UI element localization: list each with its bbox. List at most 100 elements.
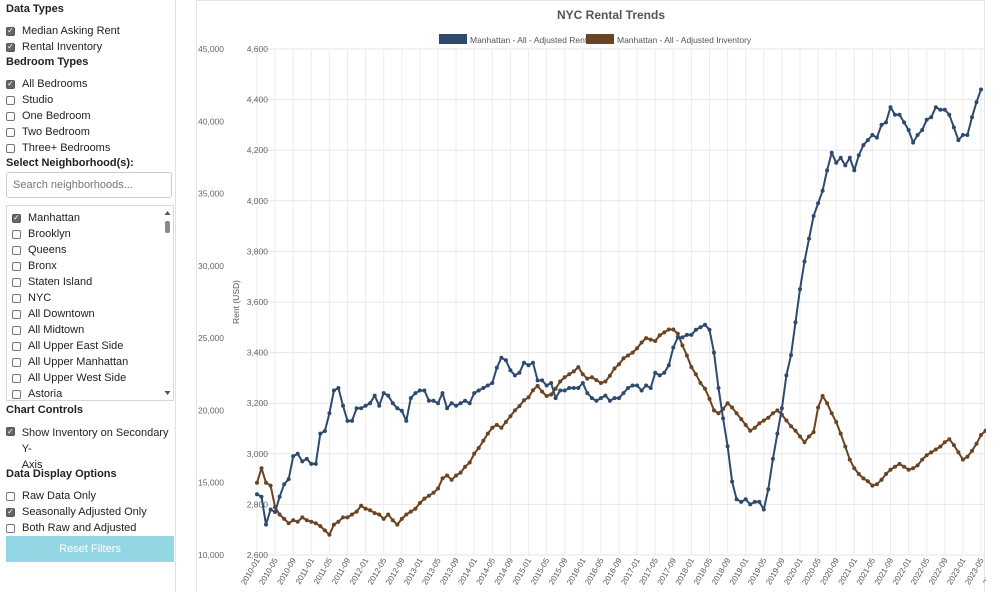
data-point[interactable] bbox=[264, 480, 268, 485]
data-point[interactable] bbox=[662, 330, 667, 335]
checkbox[interactable] bbox=[12, 325, 21, 335]
data-point[interactable] bbox=[970, 115, 974, 120]
data-point[interactable] bbox=[915, 463, 920, 468]
data-point[interactable] bbox=[662, 370, 667, 375]
data-point[interactable] bbox=[807, 434, 811, 439]
data-point[interactable] bbox=[585, 391, 590, 396]
data-point[interactable] bbox=[861, 143, 866, 148]
neighborhood-item[interactable]: All Upper East Side bbox=[12, 339, 123, 353]
data-point[interactable] bbox=[540, 389, 545, 394]
data-point[interactable] bbox=[852, 466, 857, 471]
data-point[interactable] bbox=[535, 383, 540, 388]
data-point[interactable] bbox=[377, 512, 382, 517]
data-point[interactable] bbox=[553, 396, 558, 401]
checkbox[interactable] bbox=[6, 507, 15, 517]
data-point[interactable] bbox=[861, 476, 866, 481]
data-point[interactable] bbox=[295, 519, 300, 524]
data-point[interactable] bbox=[879, 477, 884, 482]
data-point[interactable] bbox=[671, 327, 676, 332]
data-point[interactable] bbox=[770, 411, 775, 416]
neighborhood-item[interactable]: All Midtown bbox=[12, 323, 84, 337]
data-point[interactable] bbox=[558, 388, 563, 393]
data-point[interactable] bbox=[693, 327, 698, 332]
data-point[interactable] bbox=[268, 483, 273, 488]
data-point[interactable] bbox=[607, 398, 612, 403]
data-point[interactable] bbox=[291, 454, 296, 459]
data-point[interactable] bbox=[725, 401, 730, 406]
data-point[interactable] bbox=[617, 396, 621, 401]
neighborhood-item[interactable]: Astoria bbox=[12, 387, 62, 400]
chart-legend[interactable]: Manhattan - All - Adjusted Rent Manhattan… bbox=[439, 34, 752, 45]
checkbox[interactable] bbox=[6, 427, 15, 436]
data-point[interactable] bbox=[390, 518, 395, 523]
checkbox[interactable] bbox=[6, 26, 15, 36]
data-point[interactable] bbox=[775, 408, 780, 413]
data-point[interactable] bbox=[381, 391, 386, 396]
data-point[interactable] bbox=[490, 381, 495, 385]
checkbox[interactable] bbox=[12, 293, 21, 303]
data-point[interactable] bbox=[829, 411, 834, 416]
data-point[interactable] bbox=[318, 524, 323, 529]
data-point[interactable] bbox=[463, 398, 468, 403]
data-point[interactable] bbox=[766, 415, 771, 420]
data-point[interactable] bbox=[255, 492, 259, 497]
data-point[interactable] bbox=[938, 107, 943, 112]
data-point[interactable] bbox=[838, 431, 843, 436]
data-point[interactable] bbox=[884, 472, 888, 476]
data-point[interactable] bbox=[291, 518, 296, 523]
data-point[interactable] bbox=[322, 429, 327, 433]
data-point[interactable] bbox=[580, 372, 585, 377]
data-point[interactable] bbox=[467, 401, 472, 406]
data-point[interactable] bbox=[576, 386, 581, 390]
data-point[interactable] bbox=[834, 160, 839, 165]
data-point[interactable] bbox=[879, 122, 884, 127]
data-point[interactable] bbox=[535, 378, 540, 383]
data-point[interactable] bbox=[567, 372, 572, 377]
reset-filters-button[interactable]: Reset Filters bbox=[6, 536, 174, 562]
data-point[interactable] bbox=[300, 515, 305, 520]
data-point[interactable] bbox=[938, 444, 943, 449]
data-point[interactable] bbox=[644, 336, 649, 341]
data-point[interactable] bbox=[499, 355, 504, 360]
neighborhood-item[interactable]: Queens bbox=[12, 243, 67, 257]
data-point[interactable] bbox=[843, 163, 848, 168]
data-point[interactable] bbox=[322, 528, 327, 533]
data-point[interactable] bbox=[698, 325, 703, 330]
data-point[interactable] bbox=[874, 135, 879, 140]
data-point[interactable] bbox=[345, 515, 350, 520]
data-point[interactable] bbox=[915, 133, 920, 137]
data-point[interactable] bbox=[870, 483, 875, 488]
data-point[interactable] bbox=[635, 383, 640, 388]
data-point[interactable] bbox=[960, 133, 965, 137]
data-point[interactable] bbox=[671, 345, 676, 350]
data-point[interactable] bbox=[313, 461, 318, 466]
data-point[interactable] bbox=[974, 441, 979, 446]
data-point[interactable] bbox=[603, 393, 608, 398]
data-point[interactable] bbox=[544, 394, 549, 398]
checkbox-rental-inventory[interactable]: Rental Inventory bbox=[6, 40, 102, 54]
data-point[interactable] bbox=[820, 394, 825, 398]
checkbox-one-bedroom[interactable]: One Bedroom bbox=[6, 109, 90, 123]
checkbox-seasonally-adjusted-only[interactable]: Seasonally Adjusted Only bbox=[6, 505, 147, 519]
data-point[interactable] bbox=[856, 472, 861, 476]
checkbox[interactable] bbox=[6, 42, 15, 52]
data-point[interactable] bbox=[743, 422, 748, 427]
data-point[interactable] bbox=[381, 516, 386, 521]
neighborhood-item[interactable]: Brooklyn bbox=[12, 227, 71, 241]
data-point[interactable] bbox=[463, 464, 468, 469]
data-point[interactable] bbox=[354, 509, 359, 514]
data-point[interactable] bbox=[522, 360, 526, 365]
data-point[interactable] bbox=[472, 391, 477, 396]
checkbox[interactable] bbox=[12, 357, 21, 367]
data-point[interactable] bbox=[585, 376, 590, 381]
data-point[interactable] bbox=[825, 168, 830, 173]
data-point[interactable] bbox=[725, 444, 730, 449]
data-point[interactable] bbox=[847, 457, 852, 462]
checkbox[interactable] bbox=[6, 523, 15, 533]
data-point[interactable] bbox=[368, 508, 373, 513]
data-point[interactable] bbox=[617, 362, 621, 367]
data-point[interactable] bbox=[730, 479, 735, 484]
data-point[interactable] bbox=[508, 368, 513, 373]
data-point[interactable] bbox=[540, 378, 545, 383]
data-point[interactable] bbox=[458, 401, 463, 406]
